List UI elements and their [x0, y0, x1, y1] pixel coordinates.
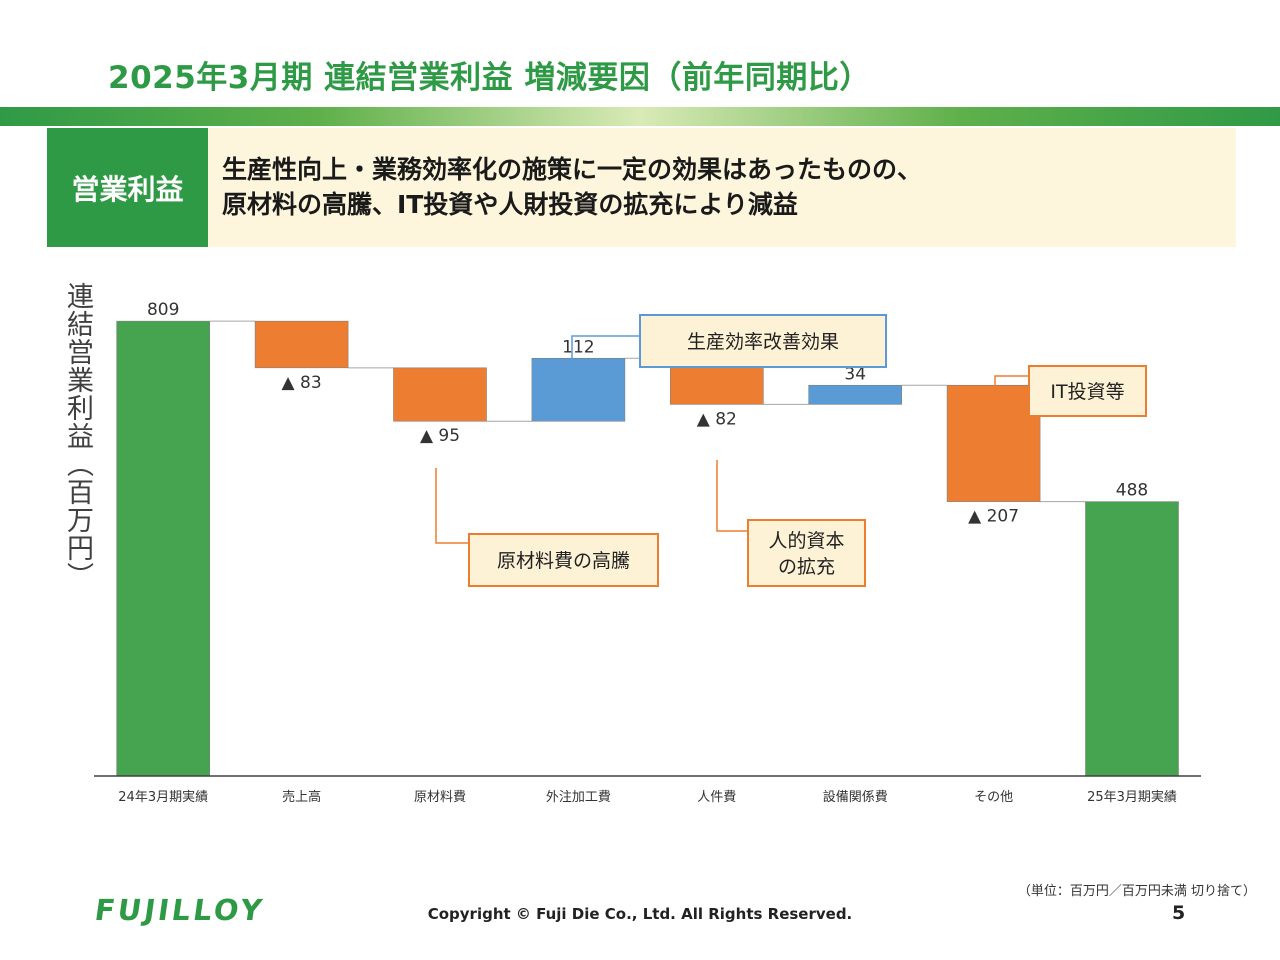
- callout-it-investment-leader: [994, 375, 1029, 419]
- bar-5: [808, 384, 903, 405]
- data-label: 809: [147, 300, 179, 320]
- bar-3: [531, 357, 626, 422]
- x-tick-label: 原材料費: [414, 790, 466, 805]
- bar-2: [393, 367, 487, 422]
- waterfall-chart: 809 24年3月期実績 ▲ 83 売上高 ▲ 95 原材料費 112 外注加工費 ▲ 82 人件…: [94, 300, 1201, 805]
- callout-material-cost-leader: [435, 468, 469, 544]
- summary-label: 営業利益: [47, 128, 208, 247]
- summary-line-2: 原材料の高騰、IT投資や人財投資の拡充により減益: [222, 190, 798, 219]
- callout-human-capital-text: の拡充: [778, 556, 835, 578]
- data-label: 34: [844, 364, 866, 384]
- page-title: 2025年3月期 連結営業利益 増減要因（前年同期比）: [108, 60, 871, 96]
- callout-human-capital-box: [747, 519, 866, 587]
- bar-7: [1085, 501, 1179, 777]
- callout-human-capital-text: 人的資本: [768, 530, 844, 552]
- data-label: ▲ 95: [420, 426, 460, 446]
- x-tick-label: 売上高: [282, 789, 321, 805]
- x-tick-label: 25年3月期実績: [1087, 789, 1177, 805]
- copyright: Copyright © Fuji Die Co., Ltd. All Right…: [427, 905, 853, 923]
- data-label: 488: [1116, 481, 1148, 501]
- callout-material-cost-text: 原材料費の高騰: [497, 550, 630, 572]
- x-tick-label: 人件費: [697, 790, 736, 805]
- y-axis-label: 連結営業利益（百万円）: [62, 282, 93, 590]
- callout-efficiency-leader: [571, 335, 640, 370]
- page-number: 5: [1172, 902, 1186, 924]
- callout-it-investment-text: IT投資等: [1050, 381, 1124, 403]
- callout-it-investment-box: [1028, 365, 1147, 417]
- bar-6: [946, 384, 1041, 502]
- data-label: ▲ 207: [968, 507, 1019, 527]
- bar-1: [254, 320, 349, 369]
- bar-0: [116, 320, 210, 777]
- header-band: [0, 107, 1280, 126]
- callout-human-capital-leader: [716, 460, 748, 532]
- summary-line-1: 生産性向上・業務効率化の施策に一定の効果はあったものの、: [222, 155, 923, 184]
- x-tick-label: 外注加工費: [546, 790, 611, 805]
- callout-efficiency-box: [639, 314, 887, 368]
- x-tick-label: その他: [974, 790, 1013, 805]
- data-label: ▲ 82: [697, 409, 737, 429]
- summary-box: 生産性向上・業務効率化の施策に一定の効果はあったものの、 原材料の高騰、IT投資…: [208, 128, 1236, 247]
- callout-material-cost-box: [468, 533, 659, 587]
- data-label: ▲ 83: [282, 373, 322, 393]
- x-tick-label: 24年3月期実績: [118, 789, 208, 805]
- unit-note: （単位：百万円／百万円未満 切り捨て）: [1017, 884, 1256, 899]
- data-label: 112: [562, 337, 594, 357]
- x-tick-label: 設備関係費: [823, 789, 888, 805]
- callout-efficiency-text: 生産効率改善効果: [687, 331, 839, 353]
